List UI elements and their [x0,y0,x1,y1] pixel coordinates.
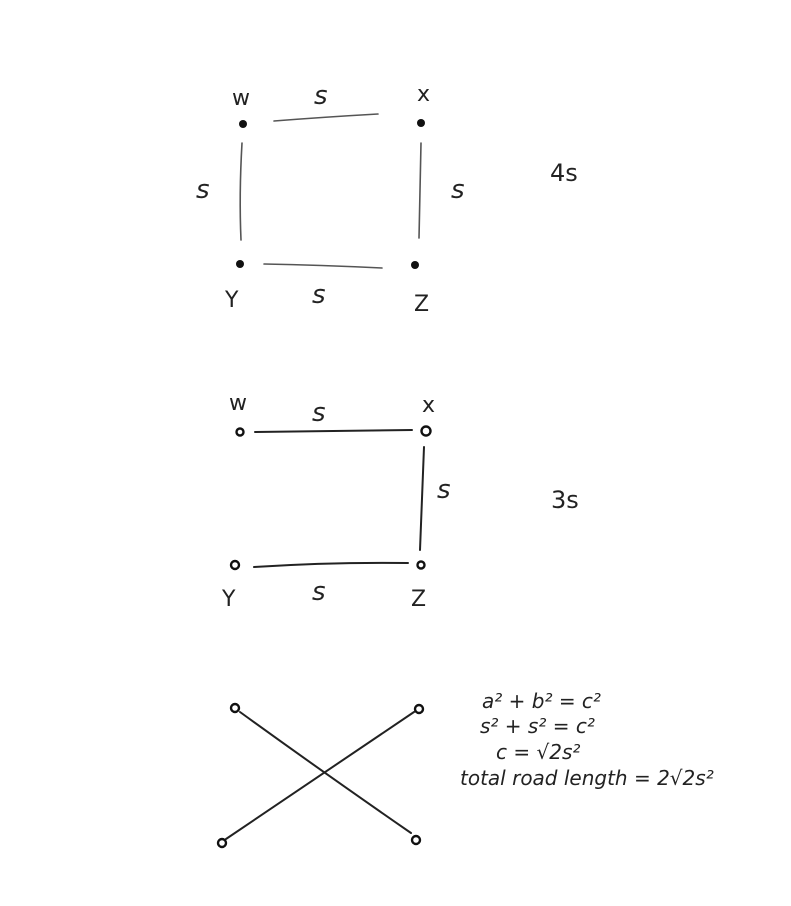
edge-label-bottom: s [312,280,326,310]
diagonal-top-right-to-bottom-left [225,711,415,840]
node-x [420,425,432,437]
edge-w-y [239,142,243,241]
node-label-w: w [229,391,247,416]
node-x [417,119,425,127]
edge-label-right: s [451,175,465,205]
edge-x-z [418,142,422,239]
edge-y-z [253,561,409,568]
edge-w-x [254,429,413,433]
square-diagram: w x Y Z s s s s 4s [196,81,578,317]
diagonal-diagram [216,702,425,849]
edge-label-top: s [312,398,326,428]
node-bottom-right [410,834,422,846]
node-w [235,427,245,437]
edge-label-left: s [196,175,210,205]
edge-y-z [263,263,383,269]
diagonal-top-left-to-bottom-right [239,711,412,834]
node-w [239,120,247,128]
node-y [229,559,241,571]
node-label-w: w [232,86,250,111]
equation-total-road-length: total road length = 2√2s² [460,766,714,790]
node-z [416,560,426,570]
total-length-4s: 4s [550,159,578,187]
pythagorean-work: a² + b² = c² s² + s² = c² c = √2s² total… [460,689,714,790]
edge-label-right: s [437,475,451,505]
equation-pythagorean: a² + b² = c² [482,689,601,713]
three-side-diagram: w x Y Z s s s 3s [221,391,579,612]
edge-label-bottom: s [312,577,326,607]
equation-result: c = √2s² [496,740,580,764]
node-top-right [413,703,425,715]
node-z [411,261,419,269]
edge-x-z [419,446,425,551]
node-bottom-left [216,837,228,849]
node-label-x: x [422,393,435,418]
edge-label-top: s [314,81,328,111]
node-label-y: Y [221,587,236,612]
node-label-z: Z [411,587,426,612]
node-label-z: Z [414,292,429,317]
node-top-left [229,702,241,714]
total-length-3s: 3s [551,486,579,514]
node-label-x: x [417,82,430,107]
node-y [236,260,244,268]
node-label-y: Y [224,288,239,313]
equation-substituted: s² + s² = c² [480,714,595,738]
edge-w-x [273,113,379,122]
